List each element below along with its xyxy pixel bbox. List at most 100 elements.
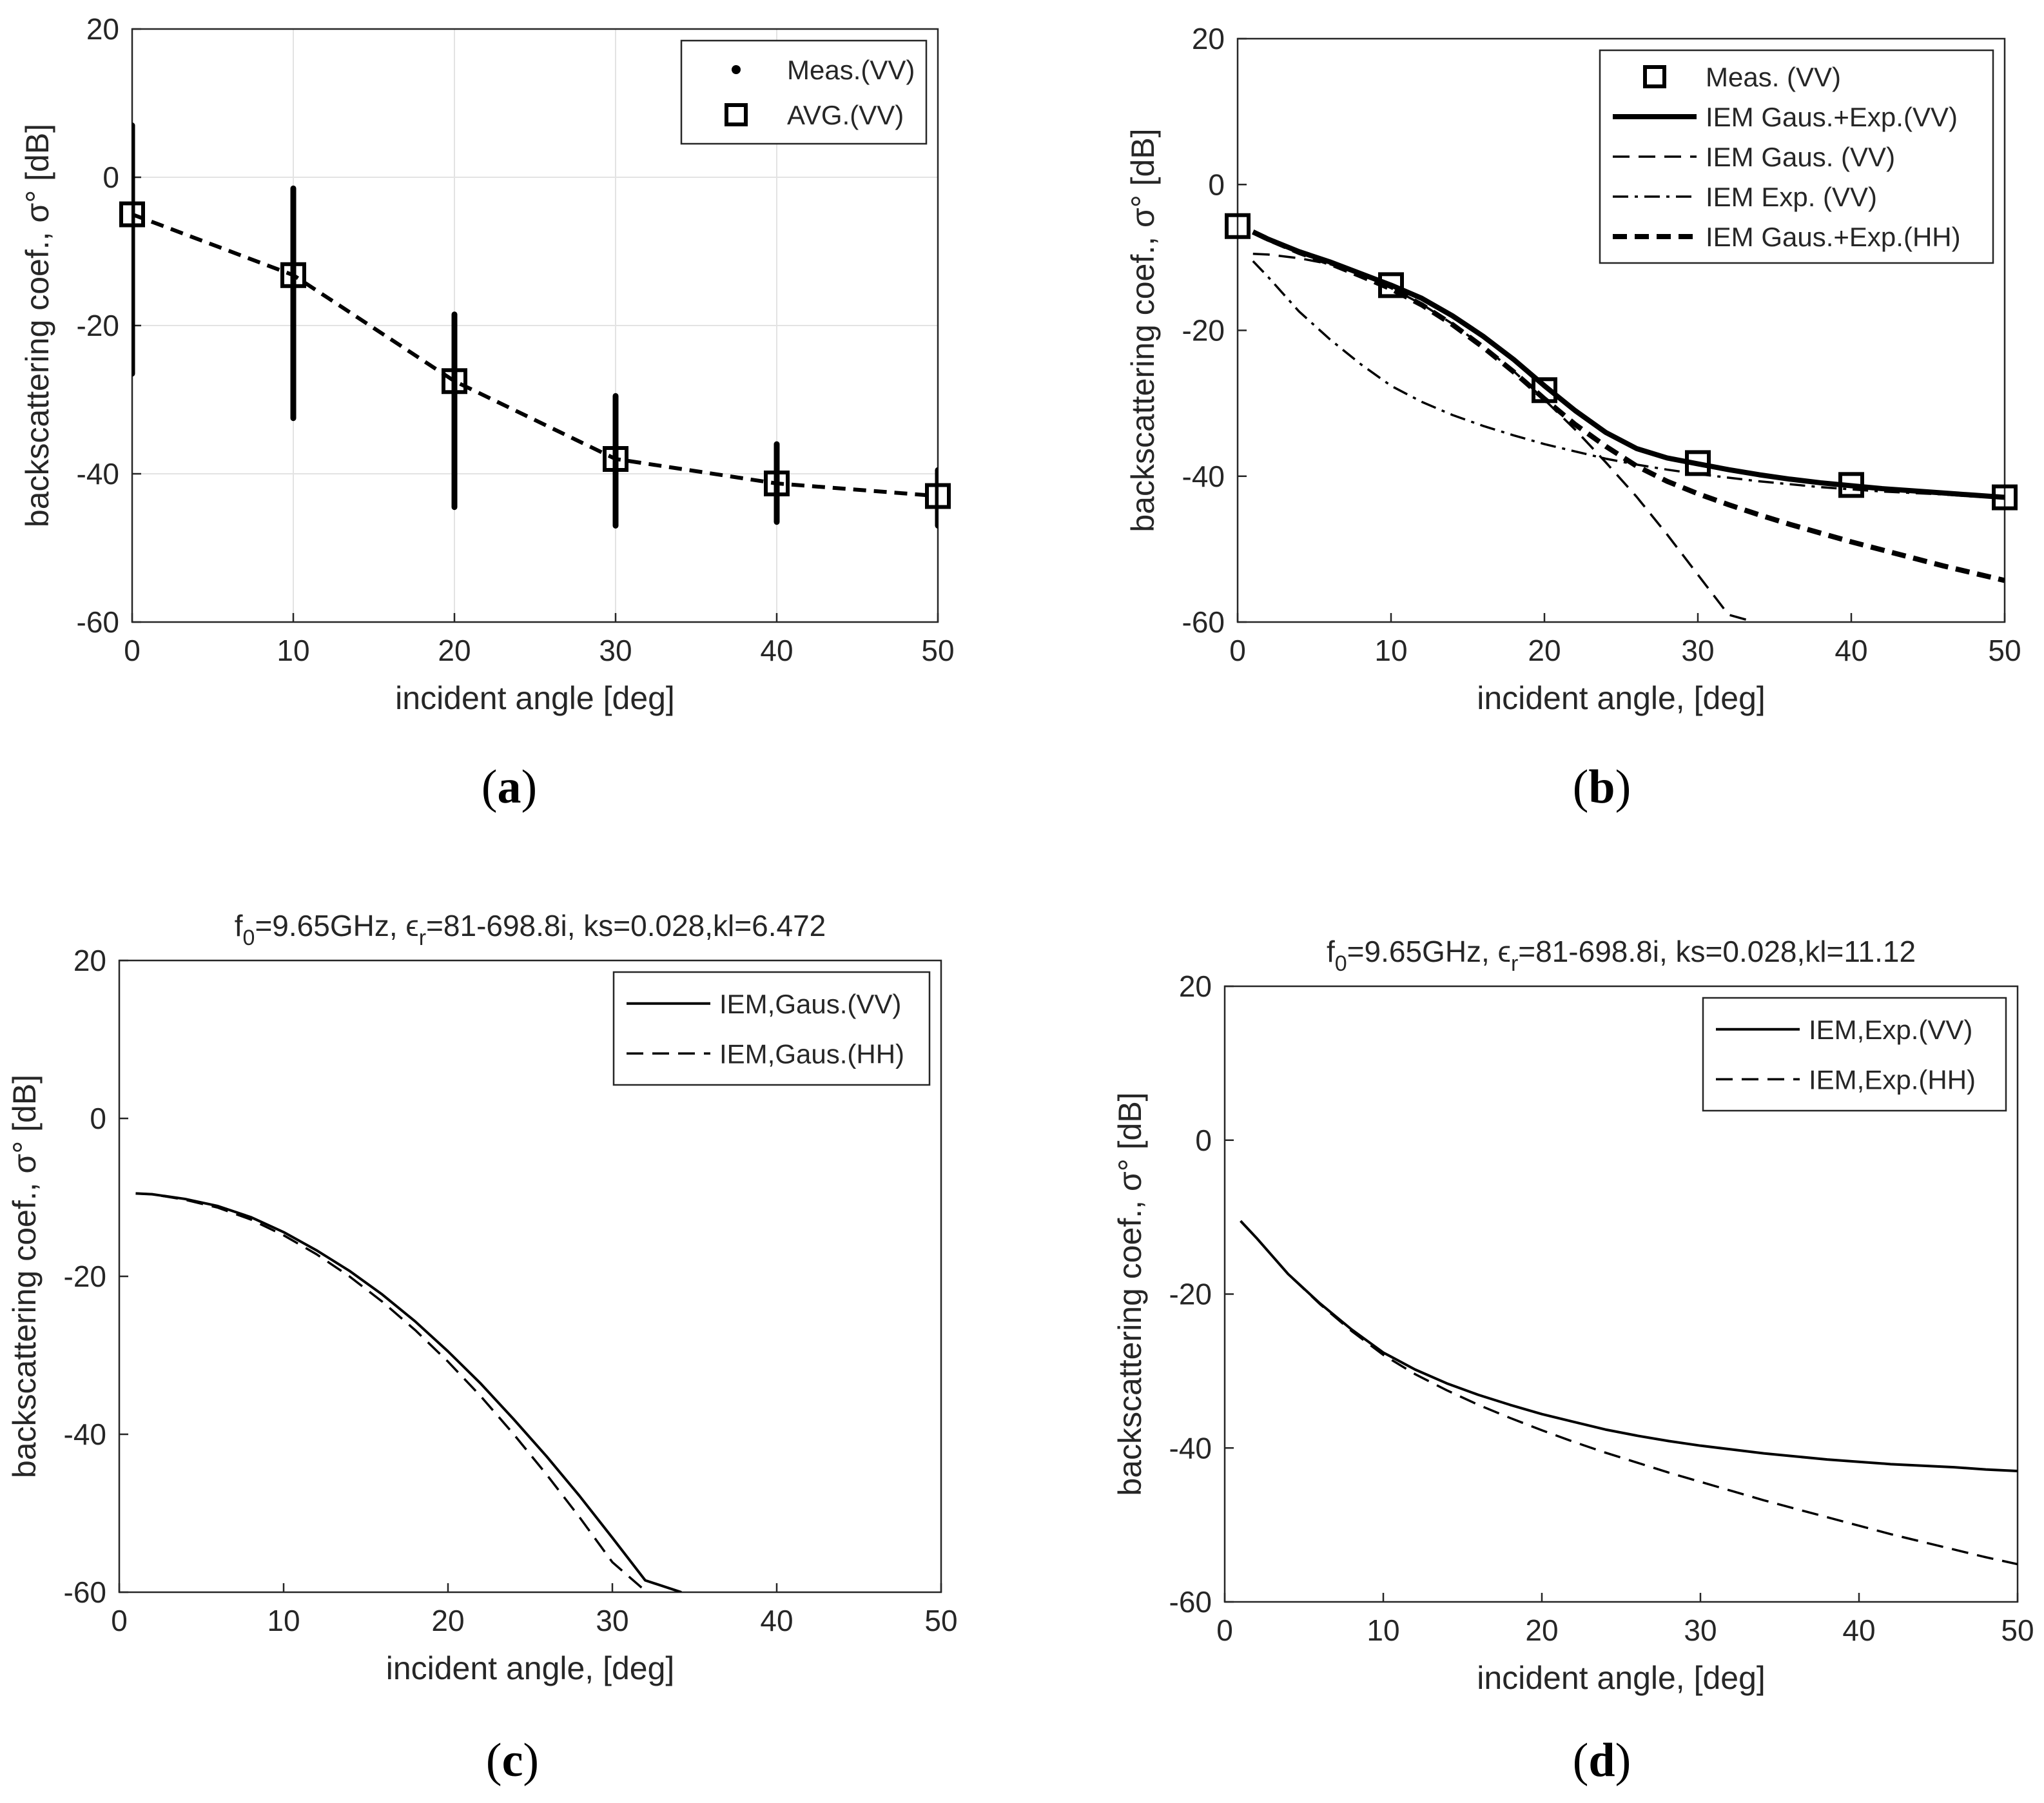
- square-marker: [1992, 484, 2018, 511]
- series-line-3: [1252, 260, 2005, 500]
- series-line-2: [1252, 252, 1755, 622]
- legend-entry-label: IEM,Gaus.(HH): [719, 1038, 904, 1069]
- chart-title: f0=9.65GHz, ϵr=81-698.8i, ks=0.028,kl=11…: [1327, 935, 1916, 976]
- legend-square-marker: [725, 103, 748, 126]
- y-tick-label: -60: [1169, 1585, 1212, 1619]
- legend-entry-label: Meas. (VV): [1706, 62, 1841, 92]
- x-tick-label: 40: [760, 1604, 793, 1637]
- y-tick-label: -60: [77, 605, 119, 639]
- series-line-1: [1252, 229, 2005, 500]
- y-tick-label: 20: [73, 944, 106, 977]
- square-marker: [280, 262, 306, 288]
- x-tick-label: 0: [111, 1604, 128, 1637]
- square-marker: [925, 483, 951, 509]
- y-tick-label: -40: [1169, 1431, 1212, 1465]
- x-tick-label: 20: [1525, 1613, 1558, 1647]
- y-tick-label: -40: [1182, 460, 1225, 493]
- y-tick-label: -40: [64, 1418, 106, 1451]
- series-line-4: [1252, 229, 2005, 583]
- square-marker: [442, 368, 467, 395]
- x-tick-label: 10: [267, 1604, 300, 1637]
- chart-panel-d: 0 10 20 30 40 50 -60 -40 -20 0 20 incident angle, […: [1112, 935, 2034, 1696]
- panel-letter-c: (c): [486, 1734, 539, 1787]
- x-tick-label: 50: [2001, 1613, 2034, 1647]
- x-tick-label: 20: [431, 1604, 464, 1637]
- legend-box: [680, 39, 928, 145]
- chart-title: f0=9.65GHz, ϵr=81-698.8i, ks=0.028,kl=6.…: [235, 909, 826, 950]
- x-tick-label: 30: [1684, 1613, 1717, 1647]
- series-line-0: [1240, 1220, 2018, 1473]
- x-tick-label: 50: [921, 634, 954, 667]
- legend-entry-label: IEM Gaus. (VV): [1706, 142, 1895, 172]
- y-tick-label: 20: [1192, 22, 1225, 55]
- y-tick-label: 20: [86, 12, 119, 46]
- legend-entry-label: IEM Gaus.+Exp.(HH): [1706, 222, 1961, 252]
- y-tick-label: 0: [1195, 1124, 1212, 1157]
- y-axis-label: backscattering coef., σ° [dB]: [6, 1075, 43, 1478]
- x-axis-label: incident angle [deg]: [395, 680, 675, 716]
- square-marker: [1378, 272, 1404, 298]
- x-tick-label: 40: [1835, 634, 1867, 667]
- y-axis-label: backscattering coef., σ° [dB]: [19, 124, 55, 527]
- x-tick-label: 40: [1842, 1613, 1875, 1647]
- y-axis-label: backscattering coef., σ° [dB]: [1112, 1092, 1148, 1496]
- legend-entry-label: IEM,Gaus.(VV): [719, 989, 901, 1019]
- series-group: [1252, 229, 2005, 622]
- x-tick-label: 30: [599, 634, 632, 667]
- chart-panel-a: 0 10 20 30 40 50 -60 -40 -20 0 20 incident angle [d…: [19, 12, 955, 716]
- y-tick-label: 0: [90, 1102, 106, 1135]
- avg-line: [132, 212, 938, 498]
- y-tick-label: -60: [1182, 605, 1225, 639]
- series-line-0: [135, 1192, 682, 1592]
- square-marker: [1225, 213, 1251, 239]
- x-tick-label: 10: [1367, 1613, 1399, 1647]
- y-tick-label: -20: [77, 309, 119, 342]
- y-tick-label: -20: [1182, 314, 1225, 347]
- panel-letter-b: (b): [1573, 761, 1631, 814]
- y-axis-label: backscattering coef., σ° [dB]: [1125, 128, 1161, 532]
- x-tick-label: 30: [596, 1604, 628, 1637]
- series-group: [1240, 1220, 2018, 1566]
- square-marker: [764, 470, 790, 496]
- square-marker: [1838, 472, 1864, 498]
- x-axis-label: incident angle, [deg]: [1477, 680, 1766, 716]
- legend-entry-label: IEM,Exp.(VV): [1809, 1015, 1972, 1045]
- chart-panel-c: 0 10 20 30 40 50 -60 -40 -20 0 20 incident angle, […: [6, 909, 958, 1686]
- series-line-1: [135, 1192, 648, 1592]
- x-tick-label: 0: [124, 634, 141, 667]
- legend-square-marker: [1643, 65, 1666, 88]
- x-tick-label: 0: [1229, 634, 1246, 667]
- square-marker: [119, 201, 145, 228]
- y-tick-label: -20: [1169, 1278, 1212, 1311]
- series-group: [132, 122, 938, 529]
- legend-entry-label: IEM,Exp.(HH): [1809, 1064, 1976, 1095]
- legend-box: [612, 971, 931, 1086]
- square-marker: [1532, 377, 1557, 404]
- legend-box: [1702, 997, 2007, 1112]
- series-line-1: [1240, 1220, 2018, 1566]
- y-tick-label: -40: [77, 457, 119, 491]
- series-group: [135, 1192, 682, 1592]
- legend-entry-label: IEM Gaus.+Exp.(VV): [1706, 102, 1958, 132]
- square-marker: [603, 446, 628, 472]
- x-axis-label: incident angle, [deg]: [1477, 1660, 1766, 1696]
- y-tick-label: 0: [1208, 168, 1225, 201]
- legend-dot-marker: [732, 65, 741, 74]
- x-tick-label: 10: [1374, 634, 1407, 667]
- y-tick-label: -20: [64, 1260, 106, 1293]
- y-tick-label: -60: [64, 1575, 106, 1609]
- chart-panel-b: 0 10 20 30 40 50 -60 -40 -20 0 20 incident angle, […: [1125, 22, 2021, 716]
- panel-letter-a: (a): [482, 761, 537, 814]
- legend-entry-label: IEM Exp. (VV): [1706, 182, 1877, 212]
- square-marker: [1685, 450, 1711, 476]
- legend-entry-label: AVG.(VV): [787, 100, 904, 130]
- x-tick-label: 0: [1216, 1613, 1233, 1647]
- x-tick-label: 10: [277, 634, 309, 667]
- x-tick-label: 20: [1528, 634, 1561, 667]
- y-tick-label: 20: [1179, 970, 1212, 1003]
- y-tick-label: 0: [102, 161, 119, 194]
- x-tick-label: 30: [1681, 634, 1714, 667]
- x-tick-label: 20: [438, 634, 471, 667]
- x-axis-label: incident angle, [deg]: [386, 1650, 675, 1686]
